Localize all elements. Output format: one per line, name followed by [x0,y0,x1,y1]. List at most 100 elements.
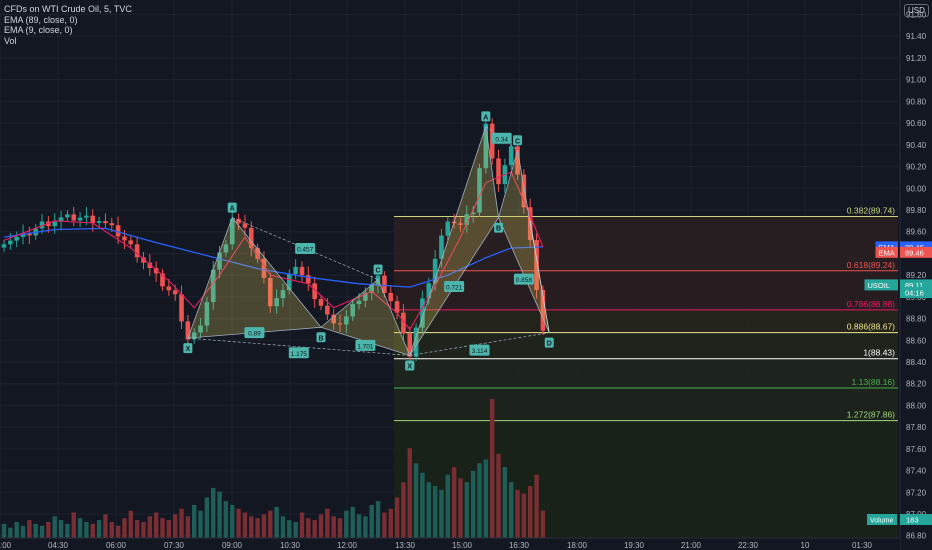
volume-bar [223,501,229,539]
candle-body [84,215,89,218]
candle-body [394,301,400,313]
volume-bar [426,482,431,539]
pattern-ratio-badge [288,347,309,359]
price-tick-label: 87.40 [906,467,927,476]
volume-bar [489,399,495,539]
fib-level-label: 0.786(88.88) [847,299,895,309]
indicator-volume[interactable]: Vol [4,35,17,46]
volume-bar [325,508,330,539]
candle [401,304,406,341]
candle [166,278,172,296]
price-tick-label: 88.80 [906,315,927,324]
price-label-tag [864,279,898,291]
candle [445,217,451,240]
candle-body [464,214,470,225]
candle [109,217,115,232]
volume-bar [363,516,368,539]
pattern-ratio-badge [491,132,512,144]
volume-bar [153,512,159,539]
volume-bar [496,453,501,539]
candle [248,221,254,257]
price-tick-label: 89.60 [906,228,927,237]
volume-bar [337,518,343,539]
candle-body [147,262,153,269]
candle [71,206,77,226]
volume-bar [528,486,533,539]
price-tick-label: 91.20 [906,54,927,63]
candle-body [496,158,501,185]
candle-body [325,305,330,315]
symbol-title[interactable]: CFDs on WTI Crude Oil, 5, TVC [4,4,132,14]
volume-badge-value-bg [900,514,932,525]
volume-bar [71,512,76,539]
volume-bar [382,512,387,539]
price-tick-label: 90.40 [906,141,927,150]
candle-body [312,283,317,300]
candle [185,314,191,349]
price-tick-label: 87.20 [906,488,927,497]
fib-level-label: 0.382(89.74) [847,205,895,215]
volume-bar [534,474,539,539]
pattern-ac-line [232,217,379,280]
candle [141,251,146,270]
price-label-tag [875,246,898,258]
candle [432,250,438,291]
volume-bar [483,459,489,539]
volume-bar [20,525,26,539]
pattern-point-label: A [230,206,235,213]
fib-level-label: 0.886(88.67) [847,322,895,332]
projection-line [529,220,550,333]
volume-bar [432,486,438,539]
time-tick-label: :00 [0,541,12,550]
candle-body [39,221,45,229]
time-tick-label: 04:30 [48,541,69,550]
time-tick-label: 07:30 [164,541,185,550]
candle-body [255,247,260,259]
volume-bar [84,521,89,539]
volume-badge-text: Volume [870,518,893,525]
price-label-badge [900,246,932,258]
volume-bar [477,463,482,539]
volume-bar [217,491,222,539]
volume-bar [274,506,279,539]
candle-body [109,223,115,226]
candle-body [337,323,343,325]
volume-bar [350,506,355,539]
candle [508,141,514,170]
pattern-ratio-badge [513,273,534,285]
candle-body [261,258,267,278]
candle-body [160,273,165,287]
candle [236,213,241,230]
volume-bar [185,516,191,539]
candle-body [287,273,292,291]
volume-bar [344,510,349,539]
currency-button[interactable]: USD [904,4,929,17]
indicator-ema-9[interactable]: EMA (9, close, 0) [4,25,73,35]
pattern-xd-line [187,337,410,356]
candle [293,259,298,280]
volume-bar [521,493,527,539]
volume-bar [312,520,317,539]
volume-bar [458,478,463,539]
pattern-point-label: A [483,114,488,121]
candle-body [71,214,77,221]
indicator-ema-89[interactable]: EMA (89, close, 0) [4,14,78,25]
time-tick-label: 10 [801,541,810,550]
price-tick-label: 91.00 [906,76,927,85]
candle-body [515,146,520,175]
candle [344,309,349,334]
fib-band [393,270,898,310]
chart-legend: CFDs on WTI Crude Oil, 5, TVC EMA (89, c… [4,4,132,46]
candle [267,272,273,313]
candle-body [508,146,514,166]
ema-89-line [3,227,543,288]
pattern-ratio-label: 0.858 [516,277,533,284]
candle-body [52,221,58,227]
volume-bar [420,472,425,539]
volume-bar [52,516,57,539]
time-axis [0,538,900,550]
volume-bar [179,508,184,539]
volume-bar [65,523,70,539]
